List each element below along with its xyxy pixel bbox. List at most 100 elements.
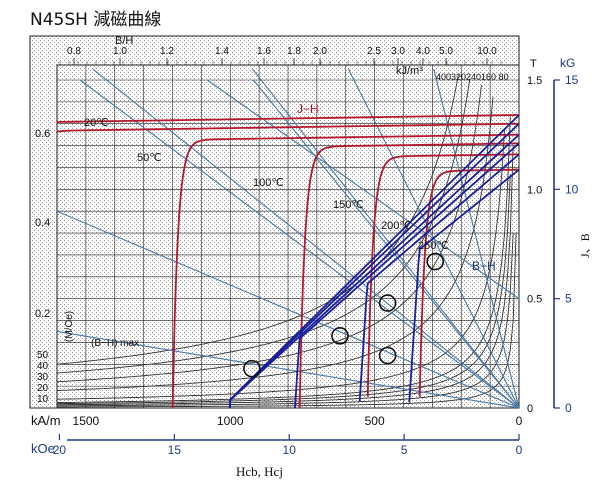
left-tick-label: 0.4 [35,217,50,229]
top-tick-label: 1.8 [287,46,301,57]
temperature-label: 100℃ [253,177,284,189]
right-axis-label: J、B [578,233,592,258]
top-tick-label: 5.0 [439,46,453,57]
bhmax-tick-label: 50 [37,350,49,361]
h-ka-tick-label: 1000 [217,414,244,428]
bhmax-tick-label: 40 [37,361,49,372]
h-ka-tick-label: 500 [365,414,385,428]
knee-marker [243,359,261,378]
h-koe-tick-label: 15 [168,443,182,457]
t-tick-label: 1.0 [527,184,542,196]
energy-curve [57,233,514,407]
t-unit-label: T [530,58,537,70]
bhmax-label: (B−H) max [91,338,139,349]
h-ka-tick-label: 0 [516,414,523,428]
h-koe-tick-label: 20 [53,443,67,457]
t-tick-label: 0 [527,403,533,415]
h-axis-label: Hcb, Hcj [236,464,283,479]
right-axis-ticks: 1.5 15 1.0 10 0.5 5 0 0 [527,73,579,415]
bh-curve [408,168,519,403]
kg-unit-label: kG [560,56,575,70]
bh-curve [228,114,519,408]
jh-curve [298,142,519,408]
load-line [57,330,519,408]
top-tick-label: 2.5 [367,46,381,57]
top-tick-label: 1.2 [160,46,174,57]
top-tick-label: 1.4 [215,46,229,57]
bh-series-label: B−H [472,259,496,273]
energy-curve [57,116,511,403]
bh-curves [228,114,519,408]
energy-tick-labels: 400320240160 80 [436,72,509,82]
top-tick-label: 10.0 [477,46,497,57]
top-tick-label: 4.0 [416,46,430,57]
energy-unit-label: kJ/m³ [396,65,423,77]
bh-curve [228,123,519,408]
kg-tick-label: 10 [565,182,579,196]
temperature-label: 50℃ [137,152,162,164]
left-axis-ticks: 0.6 0.4 0.2 [35,128,50,320]
bh-curve [294,142,519,408]
kg-tick-label: 0 [565,401,572,415]
jh-curve [366,153,519,397]
h-koe-unit: kOe [31,441,55,456]
jh-curve [57,114,519,123]
t-tick-label: 0.5 [527,294,542,306]
energy-product-curves [57,74,517,408]
top-axis: 0.8 1.0 1.2 1.4 1.6 1.8 2.0 2.5 3.0 4.0 5.0 10.0 [59,46,502,65]
bottom-axis-ticks: 1500 1000 500 0 20 15 10 5 0 [53,414,523,457]
left-tick-label: 0.2 [35,308,50,320]
h-koe-tick-label: 0 [516,443,523,457]
t-tick-label: 1.5 [527,75,542,87]
energy-curve [57,84,482,383]
knee-marker [378,294,397,312]
temperature-label: 200℃ [381,220,412,232]
left-axis-unit: (M/Oe) [64,311,75,342]
bh-curve [228,134,519,408]
left-tick-label: 0.6 [35,128,50,140]
jh-curves [57,114,519,408]
knee-marker [378,346,397,365]
energy-curve [57,145,514,406]
knee-markers [243,252,445,378]
h-koe-tick-label: 10 [283,443,297,457]
temperature-labels: 20℃ 50℃ 100℃ 150℃ 200℃ 250℃ [84,117,449,252]
load-line [206,79,519,300]
energy-curve [57,78,471,374]
top-tick-label: 1.0 [113,46,127,57]
load-lines [57,68,519,408]
energy-curve [57,174,511,405]
jh-curve [171,133,519,408]
chart-title: N45SH 減磁曲線 [30,10,161,30]
knee-marker [426,252,445,271]
kg-tick-label: 5 [565,292,572,306]
energy-curve [57,74,459,365]
load-line [79,79,519,408]
top-tick-label: 2.0 [313,46,327,57]
energy-curve [57,128,506,400]
bhmax-tick-label: 30 [37,372,49,383]
h-koe-tick-label: 5 [401,443,408,457]
load-line [57,210,519,408]
bhmax-tick-label: 20 [37,383,49,394]
temperature-label: 20℃ [84,117,109,129]
jh-curve [57,122,519,133]
jh-series-label: J−H [297,102,319,116]
bh-curve [358,153,519,402]
bhmax-tick-label: 10 [37,394,49,405]
knee-marker [331,327,349,345]
top-tick-label: 0.8 [67,46,81,57]
load-line [252,79,519,408]
h-ka-unit: kA/m [31,413,61,428]
temperature-label: 150℃ [333,199,364,211]
top-tick-label: 1.6 [257,46,271,57]
top-tick-label: 3.0 [391,46,405,57]
energy-curve [57,96,494,391]
top-axis-label: B/H [115,35,133,47]
load-line [252,68,519,408]
temperature-label: 250℃ [418,240,449,252]
h-ka-tick-label: 1500 [73,414,100,428]
kg-tick-label: 15 [565,73,579,87]
